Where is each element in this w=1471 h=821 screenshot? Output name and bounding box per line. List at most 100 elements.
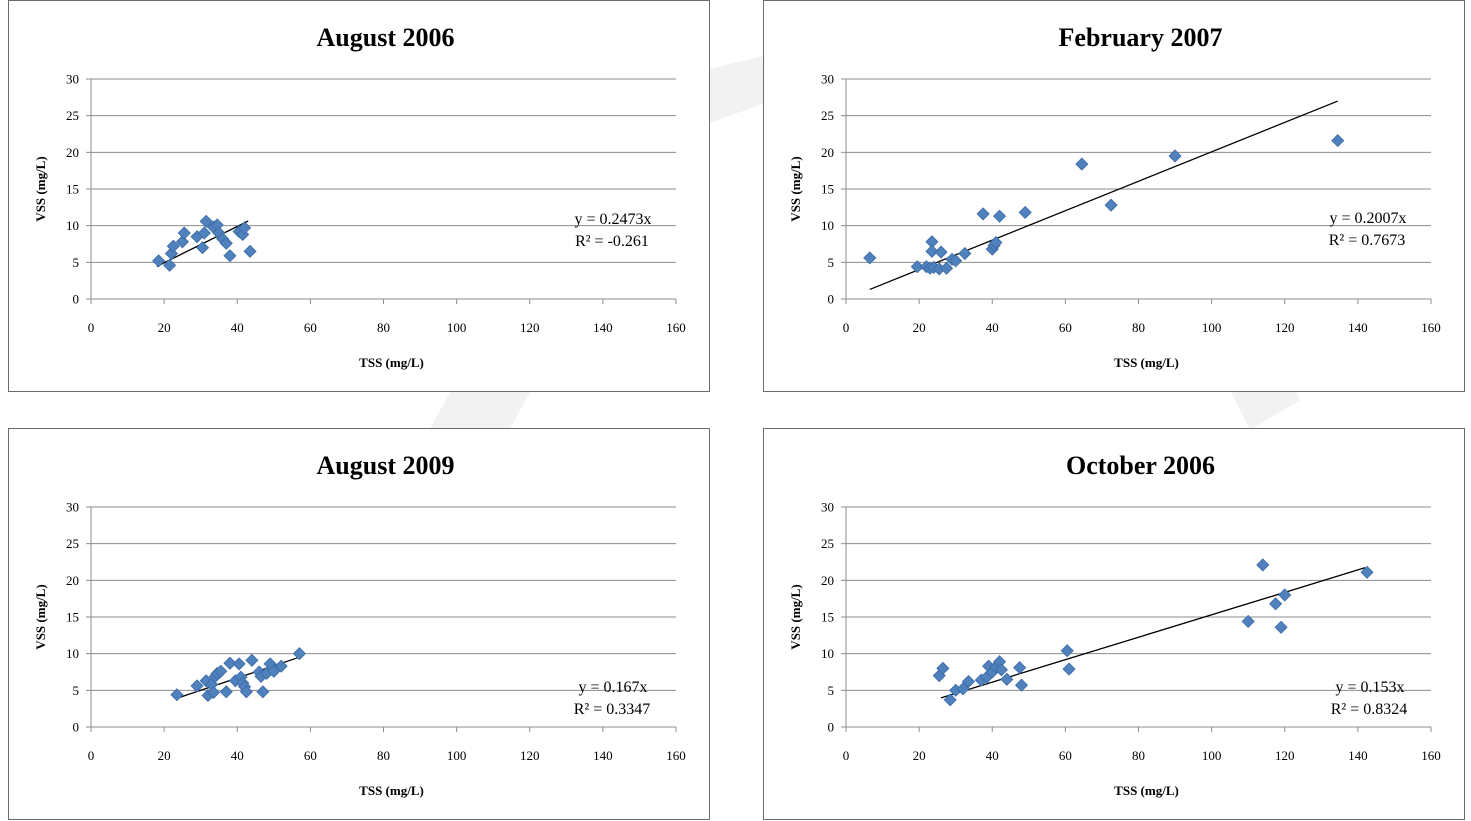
y-tick-label: 10 <box>821 218 834 233</box>
x-tick-label: 160 <box>666 320 686 335</box>
x-tick-label: 120 <box>1275 748 1295 763</box>
x-tick-label: 0 <box>843 748 850 763</box>
scatter-chart-svg: October 2006 0 5 10 15 20 25 30 0 20 40 60 80 100 120 1… <box>788 451 1441 798</box>
chart-title: August 2006 <box>317 23 455 52</box>
y-tick-label: 20 <box>821 145 834 160</box>
data-point <box>245 653 259 667</box>
data-point <box>1331 134 1345 148</box>
y-tick-label: 15 <box>66 182 79 197</box>
data-point <box>214 664 228 678</box>
trendline <box>940 567 1366 699</box>
data-point <box>243 244 257 258</box>
data-point <box>958 246 972 261</box>
y-tick-label: 0 <box>828 292 835 307</box>
data-point <box>1269 597 1283 611</box>
x-tick-label: 40 <box>231 320 244 335</box>
chart-panel-october-2006: October 2006 0 5 10 15 20 25 30 0 20 40 60 80 100 120 1… <box>763 428 1465 820</box>
data-point <box>177 226 191 240</box>
x-axis-title: TSS (mg/L) <box>1114 783 1179 798</box>
data-point <box>936 661 950 675</box>
x-tick-label: 80 <box>1132 320 1145 335</box>
y-tick-label: 30 <box>66 72 79 87</box>
y-tick-label: 25 <box>821 536 834 551</box>
data-point <box>934 245 948 259</box>
data-point <box>1241 614 1255 628</box>
data-point <box>219 236 233 250</box>
x-tick-label: 80 <box>1132 748 1145 763</box>
x-axis-title: TSS (mg/L) <box>359 783 424 798</box>
data-point <box>863 251 877 265</box>
data-point <box>956 682 970 696</box>
data-point <box>1062 662 1076 676</box>
data-point <box>1060 644 1074 658</box>
data-point <box>976 207 990 221</box>
x-tick-label: 60 <box>304 748 317 763</box>
data-point <box>1014 678 1029 692</box>
y-axis-title: VSS (mg/L) <box>788 156 803 221</box>
data-point <box>237 221 252 235</box>
data-point <box>910 260 924 274</box>
trendline-equation: y = 0.167x <box>578 679 647 696</box>
data-point <box>989 235 1003 250</box>
y-tick-label: 30 <box>66 500 79 515</box>
x-tick-label: 20 <box>158 748 171 763</box>
data-point <box>223 656 237 670</box>
data-point <box>219 685 233 699</box>
data-point <box>1274 620 1288 634</box>
trendline <box>869 100 1339 291</box>
data-point <box>190 679 204 693</box>
x-tick-label: 120 <box>1275 320 1295 335</box>
data-point <box>961 674 976 689</box>
r-squared-label: R² = 0.3347 <box>574 701 651 718</box>
y-axis-title: VSS (mg/L) <box>33 584 48 649</box>
x-tick-label: 0 <box>843 320 850 335</box>
data-point <box>1104 198 1118 212</box>
x-tick-label: 140 <box>1348 748 1368 763</box>
y-tick-label: 0 <box>828 720 835 735</box>
x-tick-label: 160 <box>1421 320 1441 335</box>
data-point <box>925 244 939 258</box>
x-axis-title: TSS (mg/L) <box>359 355 424 370</box>
chart-title: August 2009 <box>317 451 455 480</box>
scatter-chart-svg: August 2009 0 5 10 15 20 25 30 0 20 40 60 80 100 120 14… <box>33 451 686 798</box>
data-point <box>1018 205 1032 220</box>
x-axis-title: TSS (mg/L) <box>1114 355 1179 370</box>
x-tick-label: 100 <box>447 748 467 763</box>
data-point <box>1075 157 1089 171</box>
y-axis-title: VSS (mg/L) <box>788 584 803 649</box>
x-tick-label: 140 <box>1348 320 1368 335</box>
data-point <box>292 647 306 661</box>
data-point <box>1000 672 1014 686</box>
data-point <box>163 258 177 272</box>
y-tick-label: 20 <box>66 145 79 160</box>
x-tick-label: 120 <box>520 320 540 335</box>
data-point <box>1013 661 1027 675</box>
y-tick-label: 30 <box>821 500 834 515</box>
chart-title: February 2007 <box>1059 23 1223 52</box>
y-tick-label: 25 <box>66 536 79 551</box>
x-tick-label: 80 <box>377 748 390 763</box>
x-tick-label: 160 <box>1421 748 1441 763</box>
scatter-chart-svg: February 2007 0 5 10 15 20 25 30 0 20 40 60 80 100 120… <box>788 23 1441 370</box>
x-tick-label: 60 <box>1059 748 1072 763</box>
trendline-equation: y = 0.2473x <box>574 211 651 228</box>
data-point <box>152 254 166 268</box>
chart-panel-february-2007: February 2007 0 5 10 15 20 25 30 0 20 40 60 80 100 120… <box>763 0 1465 392</box>
x-tick-label: 140 <box>593 320 613 335</box>
y-tick-label: 10 <box>66 646 79 661</box>
scatter-chart-svg: August 2006 0 5 10 15 20 25 30 0 20 40 60 80 100 120 14… <box>33 23 686 370</box>
y-tick-label: 5 <box>828 255 835 270</box>
y-tick-label: 25 <box>66 108 79 123</box>
y-tick-label: 15 <box>821 182 834 197</box>
chart-panel-august-2006: August 2006 0 5 10 15 20 25 30 0 20 40 60 80 100 120 14… <box>8 0 710 392</box>
y-tick-label: 0 <box>73 720 80 735</box>
y-tick-label: 5 <box>828 683 835 698</box>
x-tick-label: 0 <box>88 748 95 763</box>
x-tick-label: 0 <box>88 320 95 335</box>
data-point <box>943 693 957 707</box>
data-point <box>166 239 180 253</box>
y-tick-label: 0 <box>73 292 80 307</box>
data-point <box>175 235 189 249</box>
trendline-equation: y = 0.153x <box>1335 679 1404 696</box>
x-tick-label: 100 <box>1202 748 1222 763</box>
